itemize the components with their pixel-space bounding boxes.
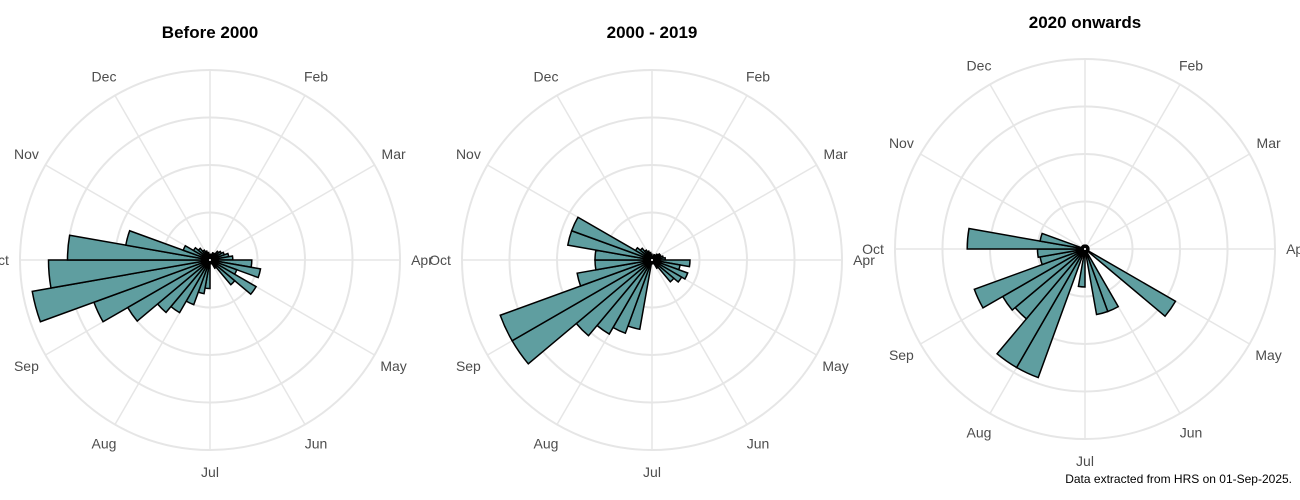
month-label: Mar bbox=[382, 146, 406, 162]
month-label: May bbox=[380, 358, 406, 374]
month-label: Oct bbox=[862, 241, 884, 257]
month-label: Jun bbox=[1180, 425, 1203, 441]
month-label: Aug bbox=[967, 425, 992, 441]
month-label: Jun bbox=[305, 436, 328, 452]
grid-spoke bbox=[1084, 153, 1250, 250]
month-label: Apr bbox=[1286, 241, 1300, 257]
month-label: Feb bbox=[1179, 57, 1203, 73]
polar-bar bbox=[1083, 244, 1086, 248]
month-label: Jul bbox=[1076, 453, 1094, 469]
polar-chart-svg: Feb Mar Apr May Jun Jul Aug Sep Oct Nov Dec Before … bbox=[0, 23, 433, 480]
month-label: Jul bbox=[643, 464, 661, 480]
month-label: Apr bbox=[411, 252, 433, 268]
month-label: May bbox=[822, 358, 848, 374]
month-label: Nov bbox=[14, 146, 39, 162]
polar-bar bbox=[650, 253, 653, 259]
month-label: Sep bbox=[14, 358, 39, 374]
chart-title: 2020 onwards bbox=[1029, 13, 1141, 32]
grid-spoke bbox=[209, 164, 375, 261]
month-label: Mar bbox=[824, 146, 848, 162]
month-label: Oct bbox=[0, 252, 9, 268]
grid-spoke bbox=[989, 84, 1086, 250]
month-label: May bbox=[1255, 347, 1281, 363]
polar-chart-svg: Feb Mar Apr May Jun Jul Aug Sep Oct Nov Dec 2000 - … bbox=[429, 23, 875, 480]
month-label: Oct bbox=[429, 252, 451, 268]
grid-spoke bbox=[651, 259, 748, 425]
grid-spoke bbox=[1084, 84, 1181, 250]
grid-spoke bbox=[45, 164, 211, 261]
month-label: Sep bbox=[456, 358, 481, 374]
month-label: Jun bbox=[747, 436, 770, 452]
month-label: Mar bbox=[1257, 135, 1281, 151]
month-label: Apr bbox=[853, 252, 875, 268]
grid-spoke bbox=[651, 95, 748, 261]
month-label: Dec bbox=[534, 68, 559, 84]
month-label: Nov bbox=[456, 146, 481, 162]
polar-chart-2020-onwards: Feb Mar Apr May Jun Jul Aug Sep Oct Nov Dec 2020 on… bbox=[862, 0, 1300, 470]
month-label: Sep bbox=[889, 347, 914, 363]
month-label: Dec bbox=[92, 68, 117, 84]
grid-spoke bbox=[209, 259, 306, 425]
month-label: Jul bbox=[201, 464, 219, 480]
month-label: Feb bbox=[746, 68, 770, 84]
data-source-caption: Data extracted from HRS on 01-Sep-2025. bbox=[1065, 472, 1292, 486]
month-label: Aug bbox=[534, 436, 559, 452]
chart-title: Before 2000 bbox=[162, 23, 258, 42]
month-label: Dec bbox=[967, 57, 992, 73]
polar-chart-svg: Feb Mar Apr May Jun Jul Aug Sep Oct Nov Dec 2020 on… bbox=[862, 13, 1300, 469]
grid-spoke bbox=[114, 95, 211, 261]
month-label: Aug bbox=[92, 436, 117, 452]
polar-chart-before-2000: Feb Mar Apr May Jun Jul Aug Sep Oct Nov Dec Before … bbox=[0, 0, 433, 480]
month-label: Nov bbox=[889, 135, 914, 151]
grid-spoke bbox=[920, 153, 1086, 250]
polar-chart-2000-2019: Feb Mar Apr May Jun Jul Aug Sep Oct Nov Dec 2000 - … bbox=[429, 0, 875, 480]
month-label: Feb bbox=[304, 68, 328, 84]
grid-spoke bbox=[556, 95, 653, 261]
chart-title: 2000 - 2019 bbox=[607, 23, 698, 42]
polar-bar bbox=[208, 253, 211, 259]
grid-spoke bbox=[209, 95, 306, 261]
grid-spoke bbox=[651, 164, 817, 261]
